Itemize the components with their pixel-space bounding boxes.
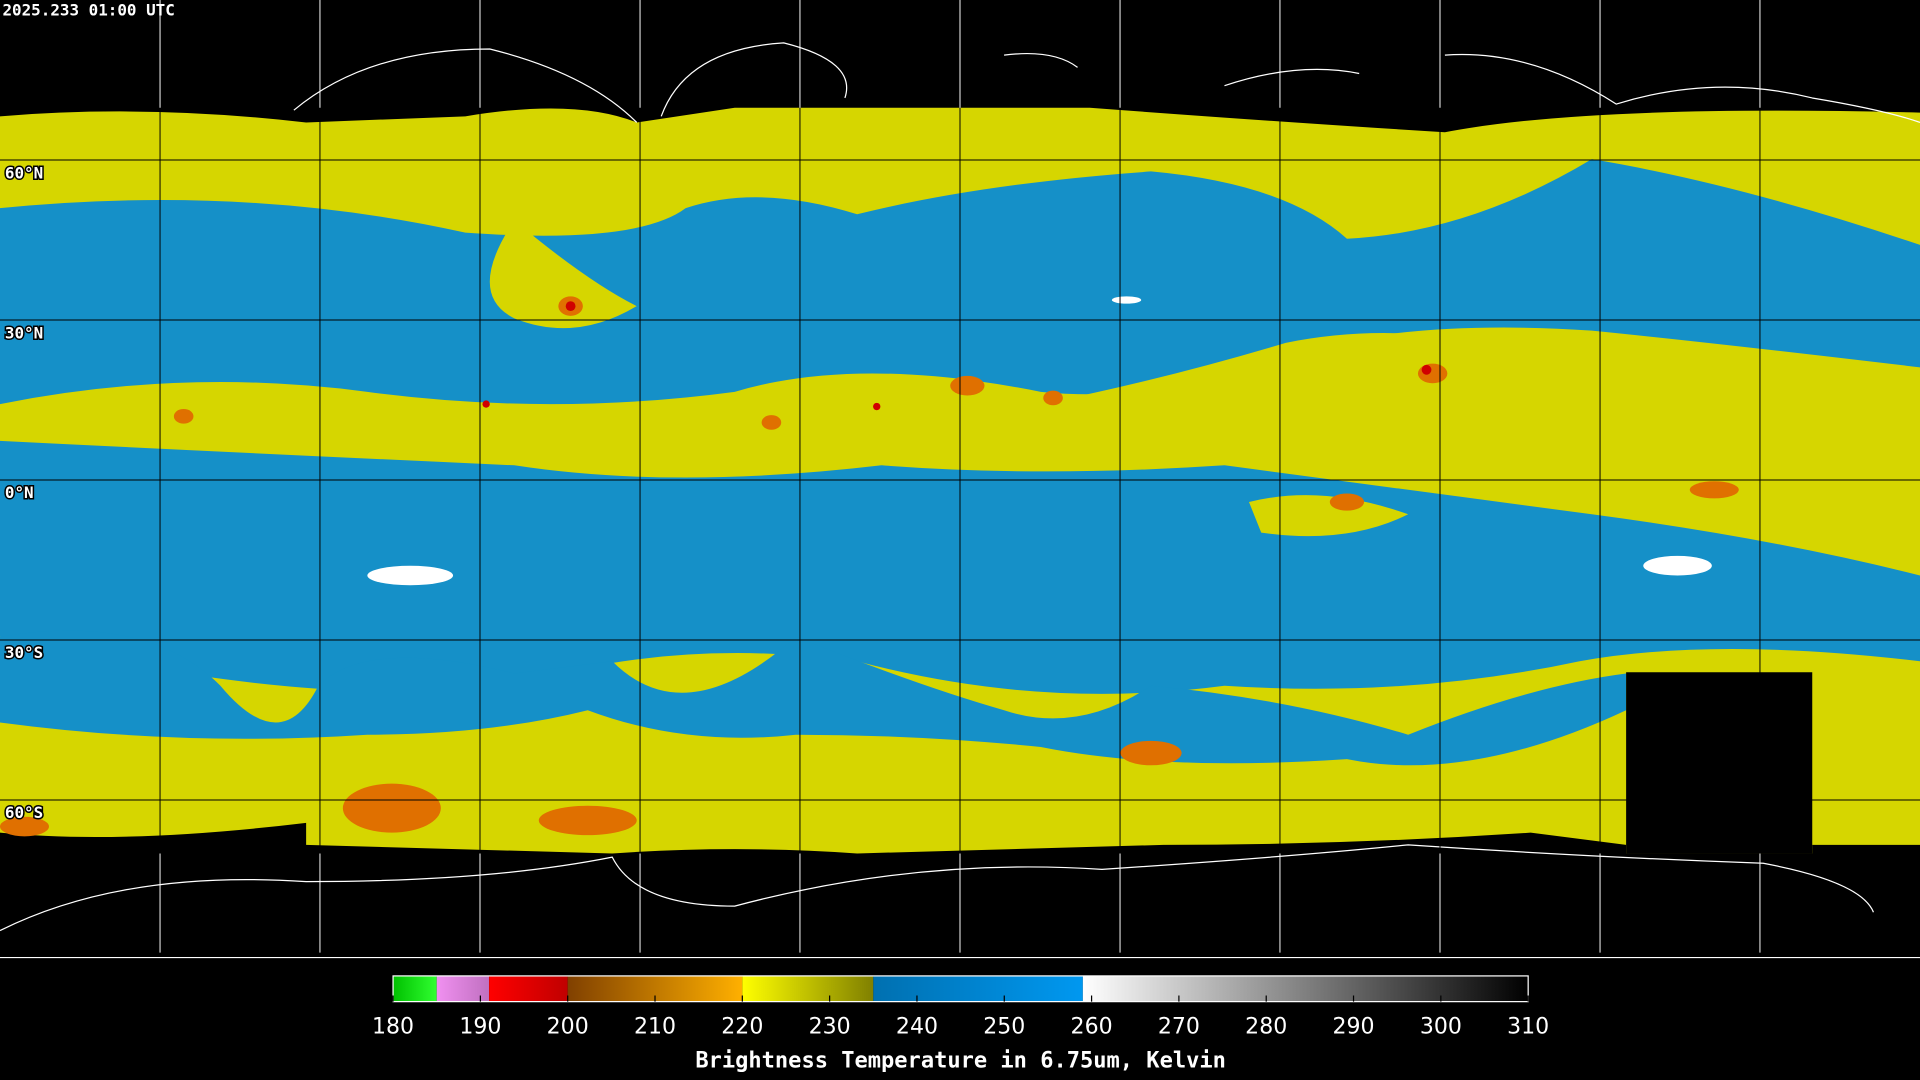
colorbar-tick-label: 270: [1158, 1014, 1200, 1039]
colorbar-tick-label: 180: [372, 1014, 414, 1039]
lat-label: 30°N: [5, 323, 43, 342]
lat-label: 60°N: [5, 163, 43, 182]
colorbar-tick-label: 220: [721, 1014, 763, 1039]
colorbar-tick-label: 190: [459, 1014, 501, 1039]
colorbar-segment: [489, 975, 568, 1002]
colorbar-tick-label: 200: [547, 1014, 589, 1039]
colorbar-tick-label: 230: [809, 1014, 851, 1039]
colorbar-tick-label: 210: [634, 1014, 676, 1039]
colorbar-segment: [742, 975, 874, 1002]
colorbar-tick-label: 290: [1333, 1014, 1375, 1039]
colorbar-tick-label: 260: [1071, 1014, 1113, 1039]
colorbar-segment: [1082, 975, 1529, 1002]
colorbar-segment: [873, 975, 1083, 1002]
coastlines: [0, 42, 1920, 932]
lat-label: 30°S: [5, 643, 43, 662]
lat-label: 0°N: [5, 483, 34, 502]
lat-label: 60°S: [5, 803, 43, 822]
colorbar-tick-label: 300: [1420, 1014, 1462, 1039]
colorbar-tick-label: 310: [1507, 1014, 1549, 1039]
colorbar-label: Brightness Temperature in 6.75um, Kelvin: [695, 1049, 1226, 1074]
colorbar-segment: [393, 975, 437, 1002]
map-graticule: [0, 0, 1920, 959]
colorbar-frame: [392, 975, 1529, 1003]
colorbar-segment: [436, 975, 490, 1002]
timestamp: 2025.233 01:00 UTC: [2, 1, 174, 20]
colorbar-tick-label: 250: [983, 1014, 1025, 1039]
colorbar-tick-label: 280: [1245, 1014, 1287, 1039]
colorbar-tick-label: 240: [896, 1014, 938, 1039]
